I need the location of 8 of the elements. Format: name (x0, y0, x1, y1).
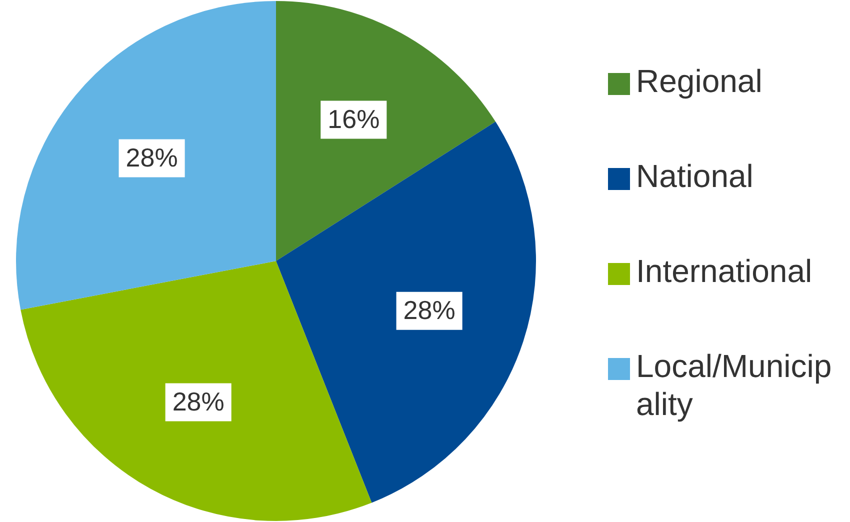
legend-label: Local/Municipality (636, 347, 833, 423)
legend-label: National (636, 157, 754, 195)
data-label: 16% (328, 104, 380, 134)
legend-label: International (636, 252, 814, 290)
legend-label: Regional (636, 62, 764, 100)
data-label: 28% (126, 142, 178, 172)
data-label: 28% (172, 386, 224, 416)
data-label: 28% (403, 294, 456, 325)
